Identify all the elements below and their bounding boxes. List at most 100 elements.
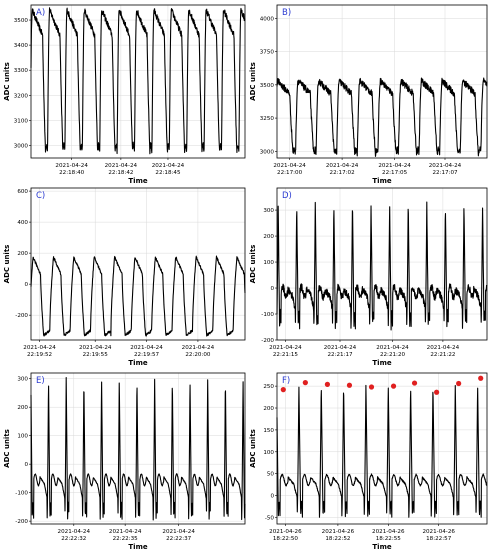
y-tick-label: 3500 [260,83,275,89]
peak-marker [280,387,286,393]
y-tick-label: -100 [15,491,28,497]
chart-panel-5: -200-10001002003002021-04-2422:22:322021… [3,372,246,550]
x-axis-title: Time [128,177,147,185]
y-tick-label: 300 [17,377,28,383]
x-tick-label-time: 22:17:00 [277,170,303,176]
x-axis-title: Time [372,359,391,367]
plot-frame [276,187,488,341]
y-axis-title: ADC units [249,429,257,468]
y-tick-label: 0 [24,462,28,468]
x-tick-label-date: 2021-04-26 [269,529,302,535]
chart-panel-6: -500501001502002502021-04-2618:22:502021… [249,372,488,550]
x-tick-label-time: 22:18:40 [59,170,85,176]
chart-panel-3: -20002004006002021-04-2422:19:522021-04-… [3,187,246,367]
y-tick-label: -50 [265,515,275,521]
x-axis-title: Time [128,359,147,367]
plot-frame [30,4,246,159]
y-tick-label: 3000 [260,149,275,155]
chart-panel-4: -200-10001002003002021-04-2422:21:152021… [249,187,488,367]
panel-label: F) [282,376,290,386]
panel-label: B) [282,8,291,18]
x-tick-label-time: 22:22:37 [166,536,192,542]
grid [277,373,487,524]
x-tick-label-time: 22:17:05 [382,170,408,176]
y-axis-title: ADC units [3,245,11,284]
peak-marker [302,380,308,386]
grid [277,188,487,341]
x-tick-label-date: 2021-04-24 [162,529,195,535]
panel-label: A) [36,8,45,18]
x-tick-label-time: 22:21:15 [273,352,299,358]
x-tick-label-date: 2021-04-24 [378,163,411,169]
panel-label: C) [36,191,45,201]
y-tick-label: 3750 [260,50,275,56]
y-tick-label: 0 [24,282,28,288]
x-tick-label-date: 2021-04-24 [109,529,142,535]
plot-frame [30,187,246,341]
x-tick-label-time: 22:22:32 [61,536,86,542]
y-tick-label: 3000 [14,143,29,149]
y-tick-label: -100 [261,312,274,318]
x-axis-title: Time [372,543,391,550]
panel-label: D) [282,191,292,201]
y-tick-label: 3100 [14,118,29,124]
y-axis-title: ADC units [3,62,11,101]
x-tick-label-time: 18:22:55 [376,536,402,542]
x-tick-label-time: 22:17:07 [432,170,458,176]
x-tick-label-time: 18:22:50 [273,536,299,542]
y-axis-title: ADC units [249,62,257,101]
grid [31,188,245,340]
x-tick-label-date: 2021-04-26 [422,529,455,535]
y-tick-label: 0 [270,494,274,500]
x-tick-label-time: 22:21:20 [380,352,406,358]
y-tick-label: 100 [263,260,274,266]
y-tick-label: 100 [263,450,274,456]
x-tick-label-date: 2021-04-24 [324,345,357,351]
y-tick-label: -200 [261,338,274,344]
x-tick-label-time: 22:18:45 [155,170,181,176]
peak-marker [411,380,418,386]
series-line [30,377,246,521]
x-tick-label-date: 2021-04-24 [376,345,409,351]
x-tick-label-date: 2021-04-24 [23,345,56,351]
y-tick-label: 50 [267,472,275,478]
x-tick-label-date: 2021-04-24 [105,163,138,169]
peak-marker [324,381,330,387]
x-tick-label-time: 22:20:00 [185,352,211,358]
y-tick-label: 4000 [260,16,275,22]
y-tick-label: 100 [17,434,28,440]
x-tick-label-time: 22:22:35 [113,536,139,542]
x-tick-label-time: 22:19:52 [27,352,52,358]
peak-marker [346,382,353,388]
y-tick-label: 3200 [14,93,29,99]
series-line [276,201,488,331]
x-tick-label-date: 2021-04-24 [130,345,163,351]
x-tick-label-time: 22:18:42 [108,170,133,176]
x-tick-label-date: 2021-04-24 [427,345,460,351]
x-tick-label-date: 2021-04-24 [58,529,91,535]
x-tick-label-date: 2021-04-26 [322,529,355,535]
series-line [30,7,246,155]
y-tick-label: -200 [15,519,28,525]
peak-marker [390,383,397,389]
y-tick-label: 200 [263,234,274,240]
chart-panel-2: 300032503500375040002021-04-2422:17:0020… [249,4,488,185]
y-tick-label: 300 [263,208,274,214]
y-tick-label: 400 [17,220,28,226]
series-line [276,384,488,518]
x-tick-label-time: 22:17:02 [330,170,355,176]
y-tick-label: 200 [17,405,28,411]
peak-marker [456,380,462,387]
x-tick-label-date: 2021-04-24 [152,163,185,169]
x-tick-label-time: 18:22:57 [426,536,452,542]
y-tick-label: 150 [263,428,274,434]
x-axis-title: Time [128,543,147,550]
y-tick-label: 600 [17,189,28,195]
x-tick-label-date: 2021-04-24 [55,163,88,169]
y-tick-label: 250 [263,384,274,390]
x-tick-label-time: 18:22:52 [325,536,350,542]
peak-marker [368,384,375,390]
x-tick-label-date: 2021-04-26 [372,529,405,535]
y-tick-label: -200 [15,313,28,319]
